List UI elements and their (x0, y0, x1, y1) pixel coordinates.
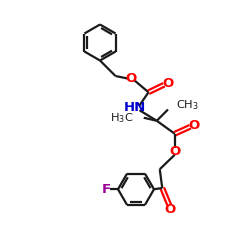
Text: CH$_3$: CH$_3$ (176, 98, 199, 112)
Text: O: O (162, 77, 174, 90)
Text: O: O (169, 145, 180, 158)
Text: F: F (102, 183, 111, 196)
Text: H$_3$C: H$_3$C (110, 111, 133, 125)
Text: O: O (125, 72, 136, 85)
Text: O: O (189, 119, 200, 132)
Text: O: O (164, 203, 175, 216)
Text: HN: HN (124, 101, 146, 114)
